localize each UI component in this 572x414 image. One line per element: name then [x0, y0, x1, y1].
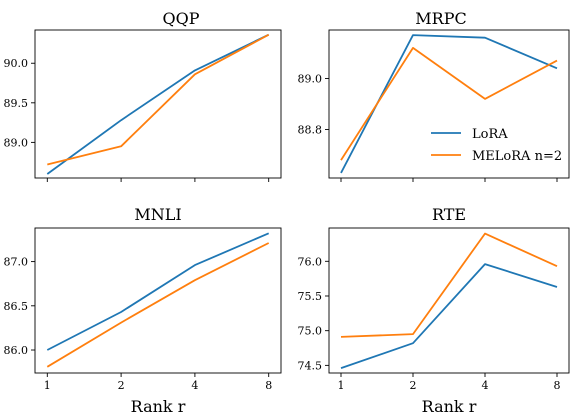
axis-ticks: 89.0 89.5 90.0: [4, 57, 270, 182]
y-tick-label: 89.0: [4, 136, 29, 149]
plot-frame: [34, 227, 282, 374]
panel-mnli: MNLI 86.0 86.5 87.0 1 2 4 8 Rank r: [4, 205, 282, 414]
x-tick-label: 8: [265, 379, 272, 392]
panel-title: RTE: [432, 205, 466, 224]
panel-title: QQP: [163, 9, 200, 28]
y-tick-label: 86.5: [4, 300, 29, 313]
x-tick-label: 8: [554, 379, 561, 392]
series-line-lora: [340, 263, 558, 369]
y-tick-label: 76.0: [298, 255, 323, 268]
x-tick-label: 2: [410, 379, 417, 392]
panel-mrpc: MRPC 88.8 89.0: [298, 9, 570, 182]
axis-ticks: 74.5 75.0 75.5 76.0 1 2 4 8: [298, 255, 561, 392]
series-line-melora: [46, 242, 270, 368]
series-line-melora: [47, 33, 270, 166]
plot-frame: [328, 29, 570, 179]
series-line-lora: [46, 33, 270, 175]
series-line-melora: [340, 47, 558, 161]
panel-rte: RTE 74.5 75.0 75.5 76.0 1 2 4 8 Rank r: [298, 205, 570, 414]
series-lines: [46, 33, 270, 175]
plot-frame: [34, 29, 282, 179]
y-tick-label: 90.0: [4, 57, 29, 70]
x-tick-label: 4: [482, 379, 489, 392]
y-tick-label: 87.0: [4, 256, 29, 269]
axis-ticks: 86.0 86.5 87.0 1 2 4 8: [4, 256, 273, 392]
series-lines: [340, 34, 558, 174]
panel-title: MRPC: [415, 9, 466, 28]
plot-frame: [328, 227, 570, 374]
x-tick-label: 1: [338, 379, 345, 392]
axis-ticks: 88.8 89.0: [298, 72, 558, 182]
x-axis-label: Rank r: [131, 397, 186, 414]
x-axis-label: Rank r: [422, 397, 477, 414]
panel-title: MNLI: [134, 205, 181, 224]
y-tick-label: 74.5: [298, 359, 323, 372]
y-tick-label: 89.0: [298, 72, 323, 85]
y-tick-label: 86.0: [4, 344, 29, 357]
series-lines: [46, 232, 270, 368]
panel-qqp: QQP 89.0 89.5 90.0: [4, 9, 282, 182]
y-tick-label: 89.5: [4, 97, 29, 110]
series-lines: [340, 232, 558, 369]
y-tick-label: 75.0: [298, 325, 323, 338]
y-tick-label: 75.5: [298, 290, 323, 303]
legend-label-lora: LoRA: [472, 127, 508, 142]
series-line-melora: [340, 232, 558, 338]
x-tick-label: 1: [44, 379, 51, 392]
legend-label-melora: MELoRA n=2: [472, 149, 562, 164]
x-tick-label: 4: [191, 379, 198, 392]
series-line-lora: [46, 232, 270, 351]
legend: LoRA MELoRA n=2: [431, 127, 562, 164]
y-tick-label: 88.8: [298, 124, 323, 137]
x-tick-label: 2: [118, 379, 125, 392]
